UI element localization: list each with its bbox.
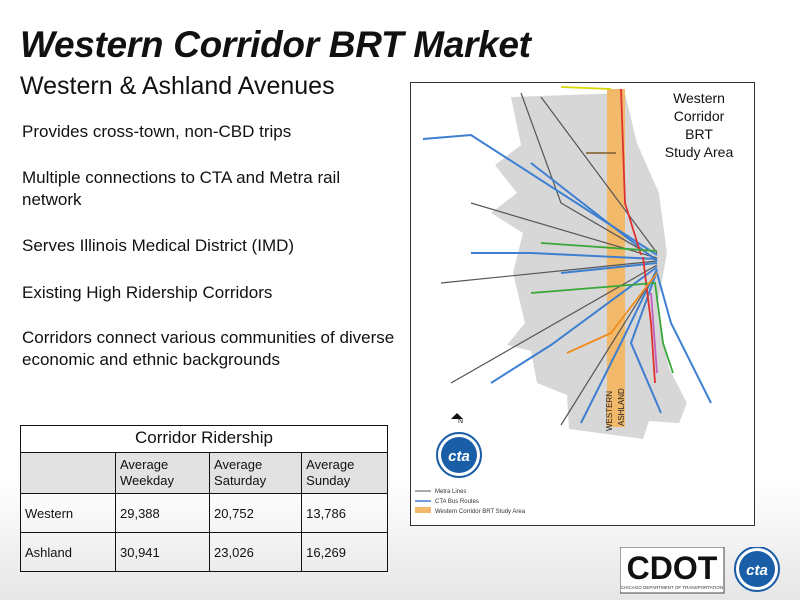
legend-metra: Metra Lines [435, 489, 466, 495]
bullet-high-ridership: Existing High Ridership Corridors [22, 283, 273, 302]
map-title: Western Corridor BRT Study Area [665, 90, 734, 160]
table-row: Ashland 30,941 23,026 16,269 [20, 532, 388, 572]
svg-text:cta: cta [746, 562, 768, 579]
header-blank-cell [20, 452, 116, 494]
ridership-table: Corridor Ridership Average Weekday Avera… [20, 425, 388, 572]
legend-bus: CTA Bus Routes [435, 499, 479, 505]
logo-bar: CDOT CHICAGO DEPARTMENT OF TRANSPORTATIO… [619, 546, 800, 600]
map-legend: Metra Lines CTA Bus Routes Western Corri… [415, 489, 526, 515]
study-area-map: Western Corridor BRT Study Area WESTERN … [410, 82, 755, 526]
map-title-line: BRT [685, 126, 713, 142]
slide-title: Western Corridor BRT Market [20, 24, 531, 65]
north-arrow-icon: N [451, 413, 463, 425]
bullet-cross-town: Provides cross-town, non-CBD trips [22, 122, 292, 141]
svg-text:N: N [458, 418, 463, 425]
header-sunday: Average Sunday [301, 452, 388, 494]
row-label: Ashland [20, 532, 116, 572]
svg-text:CHICAGO DEPARTMENT OF TRANSPOR: CHICAGO DEPARTMENT OF TRANSPORTATION [621, 585, 723, 590]
map-title-line: Western [673, 90, 725, 106]
cell-sunday: 13,786 [301, 493, 388, 533]
bullet-rail-connections: Multiple connections to CTA and Metra ra… [22, 168, 341, 209]
lake-shore [625, 93, 754, 403]
table-row: Western 29,388 20,752 13,786 [20, 493, 388, 533]
svg-text:cta: cta [448, 448, 470, 465]
map-title-line: Study Area [665, 144, 734, 160]
bullet-medical-district: Serves Illinois Medical District (IMD) [22, 236, 295, 255]
cell-weekday: 29,388 [114, 493, 211, 533]
ridership-table-caption: Corridor Ridership [20, 425, 388, 453]
street-label-western: WESTERN [605, 391, 614, 431]
cell-weekday: 30,941 [114, 532, 211, 572]
cell-saturday: 20,752 [209, 493, 303, 533]
map-title-line: Corridor [674, 108, 725, 124]
bus-routes [422, 133, 712, 424]
cdot-logo: CDOT CHICAGO DEPARTMENT OF TRANSPORTATIO… [619, 546, 725, 594]
street-label-ashland: ASHLAND [617, 388, 626, 426]
header-weekday: Average Weekday [114, 452, 211, 494]
cta-rail-lines [530, 86, 674, 384]
svg-text:CDOT: CDOT [627, 550, 718, 586]
cell-saturday: 23,026 [209, 532, 303, 572]
cta-logo-icon: cta [734, 546, 780, 592]
header-saturday: Average Saturday [209, 452, 303, 494]
row-label: Western [20, 493, 116, 533]
slide-subtitle: Western & Ashland Avenues [20, 72, 335, 100]
cell-sunday: 16,269 [301, 532, 388, 572]
legend-study-area: Western Corridor BRT Study Area [435, 509, 526, 515]
cta-logo-icon: cta [436, 432, 482, 478]
bullet-communities: Corridors connect various communities of… [22, 328, 395, 369]
